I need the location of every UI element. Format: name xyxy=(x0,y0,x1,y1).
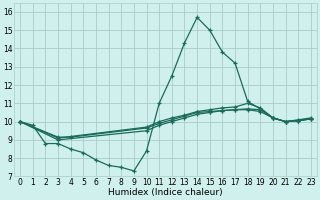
X-axis label: Humidex (Indice chaleur): Humidex (Indice chaleur) xyxy=(108,188,223,197)
